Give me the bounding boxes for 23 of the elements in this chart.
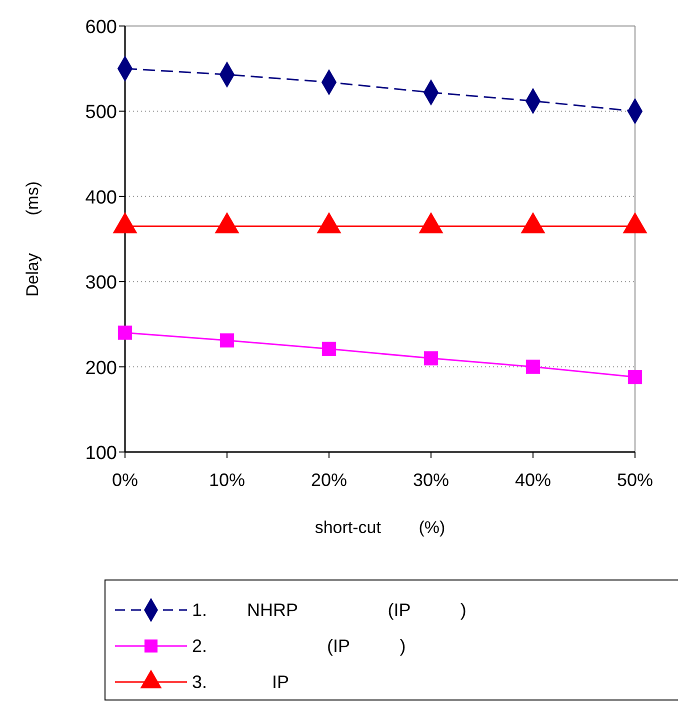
x-tick-label: 20% <box>310 470 348 490</box>
point <box>322 342 336 356</box>
x-tick-label: 10% <box>208 470 246 490</box>
y-tick-label: 100 <box>85 443 117 464</box>
legend-label: 2. (IP ) <box>192 636 406 656</box>
y-axis-title: Delay (ms) <box>23 181 42 297</box>
point <box>220 333 234 348</box>
x-tick-label: 30% <box>412 470 450 490</box>
point <box>424 351 438 366</box>
y-tick-label: 200 <box>85 358 117 379</box>
point <box>526 360 540 374</box>
x-tick-label: 50% <box>616 470 654 490</box>
y-tick-label: 300 <box>85 272 117 294</box>
point <box>628 370 642 384</box>
y-tick-label: 500 <box>85 102 117 124</box>
legend-label: 3. IP <box>192 672 290 692</box>
point <box>118 326 132 340</box>
legend-label: 1. NHRP (IP ) <box>192 600 466 620</box>
x-tick-label: 40% <box>514 470 552 490</box>
y-tick-label: 600 <box>85 17 117 38</box>
x-axis-title: short-cut (%) <box>314 518 446 537</box>
x-tick-label: 0% <box>112 470 138 490</box>
y-tick-label: 400 <box>85 187 117 208</box>
